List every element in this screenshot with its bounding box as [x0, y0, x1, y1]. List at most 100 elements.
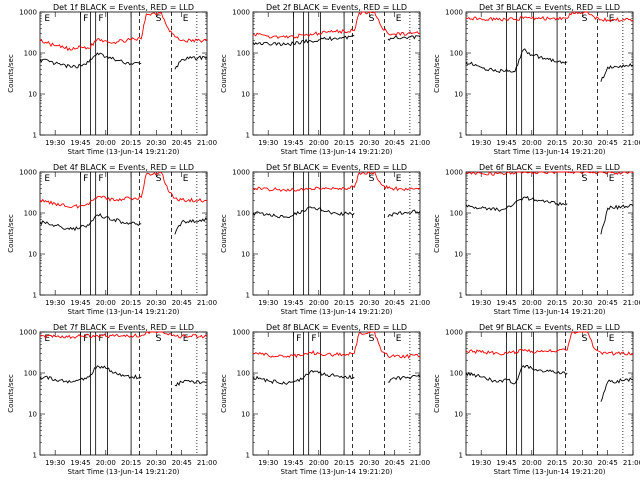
marker-letter: E: [183, 174, 189, 184]
y-tick-label: 1000: [232, 9, 250, 17]
panel-det-4: Det 4f BLACK = Events, RED = LLD 1 10 100 10…: [7, 163, 217, 316]
series-line-lld: [252, 331, 421, 359]
series-line-lld: [252, 11, 420, 40]
panel-title: Det 9f BLACK = Events, RED = LLD: [479, 323, 620, 332]
x-tick-label: 20:30: [359, 459, 379, 467]
y-tick-label: 100: [237, 370, 250, 378]
y-axis-label: Counts/sec: [7, 54, 15, 93]
x-tick-label: 20:00: [96, 299, 116, 307]
x-tick-label: 20:30: [146, 139, 166, 147]
x-axis-label: Start Time (13-Jun-14 19:21:20): [281, 468, 393, 476]
x-tick-label: 21:00: [197, 459, 217, 467]
plot-frame: [465, 11, 634, 136]
x-tick-label: 19:30: [258, 459, 278, 467]
y-axis-label: Counts/sec: [7, 214, 15, 253]
marker-letter: E: [44, 14, 50, 24]
y-tick-label: 1: [246, 292, 250, 300]
marker-letter: F: [98, 14, 103, 24]
y-tick-label: 1000: [445, 9, 463, 17]
x-tick-label: 19:45: [496, 139, 516, 147]
marker-letter: E: [396, 174, 402, 184]
panel-det-7: Det 7f BLACK = Events, RED = LLD 1 10 100 10…: [7, 323, 217, 476]
y-axis-label: Counts/sec: [433, 214, 441, 253]
x-tick-label: 20:00: [309, 139, 329, 147]
marker-letter: S: [582, 14, 588, 24]
y-axis-label: Counts/sec: [220, 214, 228, 253]
marker-letter: F: [83, 334, 88, 344]
marker-letter: E: [396, 14, 402, 24]
y-tick-label: 10: [28, 411, 37, 419]
series-line-lld: [466, 11, 634, 23]
y-tick-label: 1: [459, 132, 463, 140]
x-tick-label: 20:00: [522, 299, 542, 307]
marker-letter: F: [83, 174, 88, 184]
y-tick-label: 100: [24, 50, 37, 58]
x-tick-label: 19:30: [45, 459, 65, 467]
x-tick-label: 20:45: [385, 299, 405, 307]
x-tick-label: 19:45: [70, 299, 90, 307]
x-tick-label: 20:45: [385, 139, 405, 147]
x-axis-label: Start Time (13-Jun-14 19:21:20): [68, 468, 180, 476]
marker-letter: S: [369, 174, 375, 184]
y-tick-label: 1: [33, 292, 37, 300]
marker-letter: E: [609, 14, 615, 24]
x-tick-label: 20:45: [172, 459, 192, 467]
y-tick-label: 1: [33, 132, 37, 140]
x-tick-label: 20:30: [572, 459, 592, 467]
series-line-lld: [39, 331, 208, 340]
x-tick-label: 19:45: [283, 459, 303, 467]
x-axis-label: Start Time (13-Jun-14 19:21:20): [281, 148, 393, 156]
marker-letter: E: [183, 14, 189, 24]
x-tick-label: 21:00: [197, 139, 217, 147]
y-axis-label: Counts/sec: [7, 374, 15, 413]
y-tick-label: 1000: [19, 169, 37, 177]
marker-letter: F: [83, 14, 88, 24]
x-tick-label: 19:30: [471, 299, 491, 307]
x-tick-label: 20:45: [172, 299, 192, 307]
x-axis-label: Start Time (13-Jun-14 19:21:20): [68, 148, 180, 156]
x-tick-label: 20:15: [121, 459, 141, 467]
x-tick-label: 20:00: [96, 139, 116, 147]
panel-title: Det 4f BLACK = Events, RED = LLD: [53, 163, 194, 172]
x-tick-label: 20:30: [146, 459, 166, 467]
y-tick-label: 10: [241, 91, 250, 99]
y-tick-label: 100: [450, 210, 463, 218]
x-tick-label: 20:15: [121, 139, 141, 147]
y-tick-label: 100: [450, 50, 463, 58]
y-tick-label: 10: [28, 91, 37, 99]
marker-letter: E: [609, 174, 615, 184]
x-tick-label: 20:15: [334, 459, 354, 467]
x-axis-label: Start Time (13-Jun-14 19:21:20): [494, 308, 606, 316]
x-tick-label: 20:15: [334, 139, 354, 147]
y-tick-label: 1000: [445, 169, 463, 177]
y-axis-label: Counts/sec: [220, 54, 228, 93]
x-tick-label: 21:00: [197, 299, 217, 307]
x-tick-label: 20:30: [359, 139, 379, 147]
y-tick-label: 10: [241, 251, 250, 259]
x-tick-label: 20:45: [172, 139, 192, 147]
marker-letter: E: [44, 174, 50, 184]
x-tick-label: 19:45: [283, 139, 303, 147]
y-axis-label: Counts/sec: [433, 54, 441, 93]
x-tick-label: 19:30: [45, 299, 65, 307]
marker-letter: F: [98, 174, 103, 184]
panel-det-8: Det 8f BLACK = Events, RED = LLD 1 10 100 10…: [220, 323, 430, 476]
x-tick-label: 21:00: [623, 139, 640, 147]
marker-letter: E: [183, 334, 189, 344]
y-tick-label: 1: [246, 452, 250, 460]
series-line-events: [252, 206, 421, 219]
series-line-events: [252, 34, 421, 47]
series-line-lld: [39, 171, 208, 209]
panel-title: Det 2f BLACK = Events, RED = LLD: [266, 3, 407, 12]
x-tick-label: 21:00: [410, 299, 430, 307]
y-tick-label: 10: [454, 91, 463, 99]
y-tick-label: 100: [237, 210, 250, 218]
x-tick-label: 20:30: [359, 299, 379, 307]
plot-frame: [39, 331, 208, 456]
series-line-lld: [252, 171, 421, 192]
x-tick-label: 20:45: [598, 139, 618, 147]
y-tick-label: 100: [24, 370, 37, 378]
y-tick-label: 10: [454, 411, 463, 419]
y-tick-label: 1000: [232, 169, 250, 177]
